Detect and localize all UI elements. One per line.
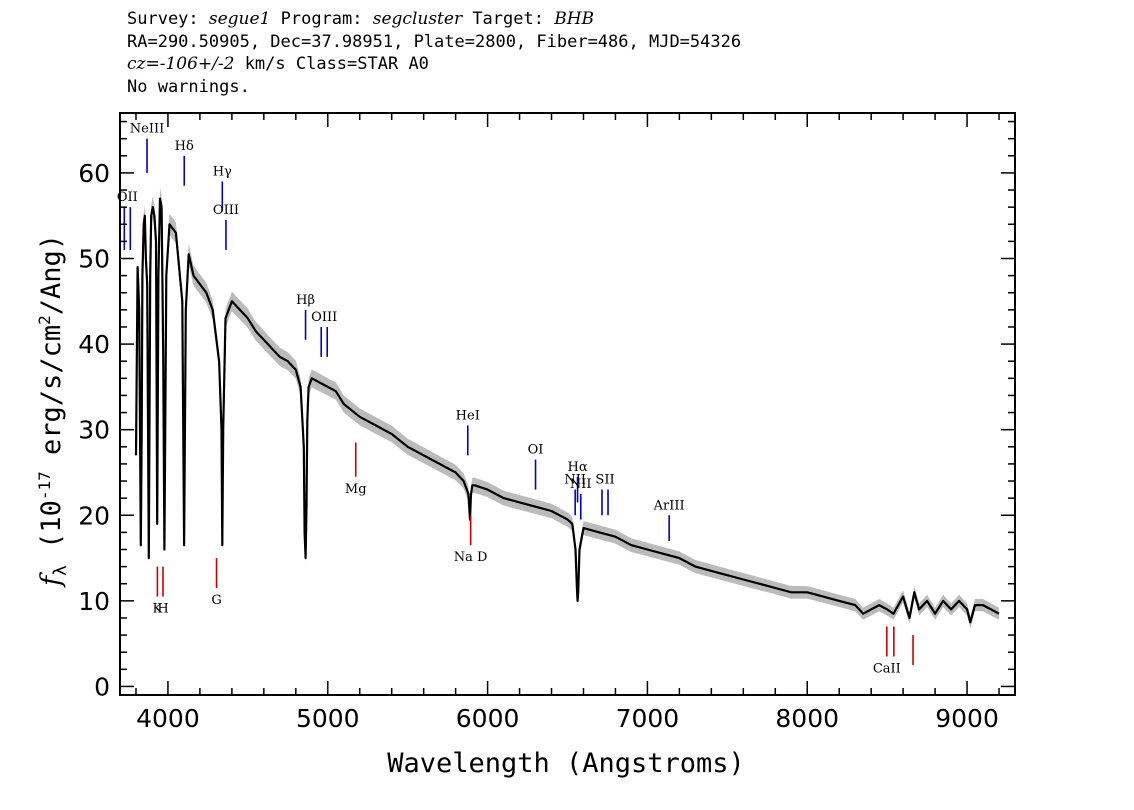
emission-line-label: SII xyxy=(595,473,614,488)
emission-line-7: HeI xyxy=(456,408,480,456)
y-tick-label: 60 xyxy=(78,159,110,188)
program-value: segcluster xyxy=(372,9,463,29)
class-text: km/s Class=STAR A0 xyxy=(234,54,429,74)
emission-line-1: NeIII xyxy=(130,122,164,173)
emission-line-3: Hγ xyxy=(213,164,232,212)
series-layer xyxy=(134,197,1000,624)
redshift-value: cz=-106+/-2 xyxy=(127,54,235,74)
emission-line-2: Hδ xyxy=(175,139,194,186)
emission-line-13: ArIII xyxy=(653,498,685,541)
absorption-line-label: H xyxy=(157,602,168,617)
spectrum-line xyxy=(134,197,1000,624)
x-tick-label: 9000 xyxy=(935,704,999,733)
absorption-line-label: Na D xyxy=(454,550,488,565)
program-label: Program: xyxy=(270,9,373,29)
header-line-warnings: No warnings. xyxy=(127,76,250,97)
survey-label: Survey: xyxy=(127,9,209,29)
absorption-line-2: G xyxy=(211,558,222,608)
error-band xyxy=(136,187,999,629)
y-axis-title: fλ (10-17 erg/s/cm2/Ang) xyxy=(35,234,71,588)
y-tick-label: 30 xyxy=(78,416,110,445)
absorption-line-label: K xyxy=(153,602,163,617)
y-tick-label: 10 xyxy=(78,587,110,616)
emission-line-label: Hα xyxy=(568,460,588,475)
header-line-redshift: cz=-106+/-2 km/s Class=STAR A0 xyxy=(127,53,741,76)
x-tick-label: 6000 xyxy=(456,704,520,733)
emission-line-label: NeIII xyxy=(130,122,164,137)
emission-line-label: OI xyxy=(528,443,544,458)
x-tick-label: 7000 xyxy=(616,704,680,733)
y-axis-title-text: fλ (10-17 erg/s/cm2/Ang) xyxy=(35,234,71,588)
header-line-coordinates: RA=290.50905, Dec=37.98951, Plate=2800, … xyxy=(127,31,742,52)
absorption-line-3: Mg xyxy=(345,442,367,497)
target-value: BHB xyxy=(554,9,595,29)
y-tick-label: 40 xyxy=(78,330,110,359)
emission-line-label: ArIII xyxy=(653,498,685,513)
x-tick-label: 8000 xyxy=(775,704,839,733)
plot-frame xyxy=(119,112,1016,696)
y-tick-label: 0 xyxy=(94,672,110,701)
target-label: Target: xyxy=(462,9,555,29)
absorption-line-label: Mg xyxy=(345,482,367,497)
emission-line-label: HeI xyxy=(456,408,480,423)
survey-value: segue1 xyxy=(208,9,271,29)
axes-layer: 4000 5000 6000 7000 8000 9000 0 10 20 30 40 50 60 xyxy=(78,112,1016,733)
emission-line-12: SII xyxy=(595,473,615,516)
emission-line-label: OIII xyxy=(311,310,337,325)
absorption-line-0: K xyxy=(153,566,163,617)
emission-line-11: NII xyxy=(570,477,592,520)
emission-line-label: Hβ xyxy=(296,293,315,308)
absorption-line-label: CaII xyxy=(873,661,901,676)
spectrum-header: Survey: segue1 Program: segcluster Targe… xyxy=(127,8,741,98)
emission-line-label: Hδ xyxy=(175,139,194,154)
x-tick-label: 5000 xyxy=(296,704,360,733)
emission-line-label: OII xyxy=(117,190,138,205)
absorption-line-label: G xyxy=(211,593,221,608)
emission-line-0: OII xyxy=(117,190,138,250)
emission-line-label: NII xyxy=(564,473,586,488)
y-tick-label: 20 xyxy=(78,501,110,530)
error-band-layer xyxy=(136,187,999,629)
x-tick-label: 4000 xyxy=(136,704,200,733)
emission-line-9: NII xyxy=(564,473,586,516)
emission-line-4: OIII xyxy=(213,203,239,250)
emission-line-5: Hβ xyxy=(296,293,315,340)
emission-line-label: Hγ xyxy=(213,164,232,179)
emission-line-6: OIII xyxy=(311,310,337,357)
y-tick-label: 50 xyxy=(78,245,110,274)
absorption-line-4: Na D xyxy=(454,515,488,565)
x-axis-title: Wavelength (Angstroms) xyxy=(387,748,745,779)
emission-line-8: OI xyxy=(528,443,544,490)
emission-line-10: Hα xyxy=(568,460,588,503)
absorption-line-5: CaII xyxy=(873,626,901,676)
emission-line-label: NII xyxy=(570,477,592,492)
header-line-survey: Survey: segue1 Program: segcluster Targe… xyxy=(127,8,741,31)
emission-line-label: OIII xyxy=(213,203,239,218)
absorption-line-1: H xyxy=(157,566,169,617)
